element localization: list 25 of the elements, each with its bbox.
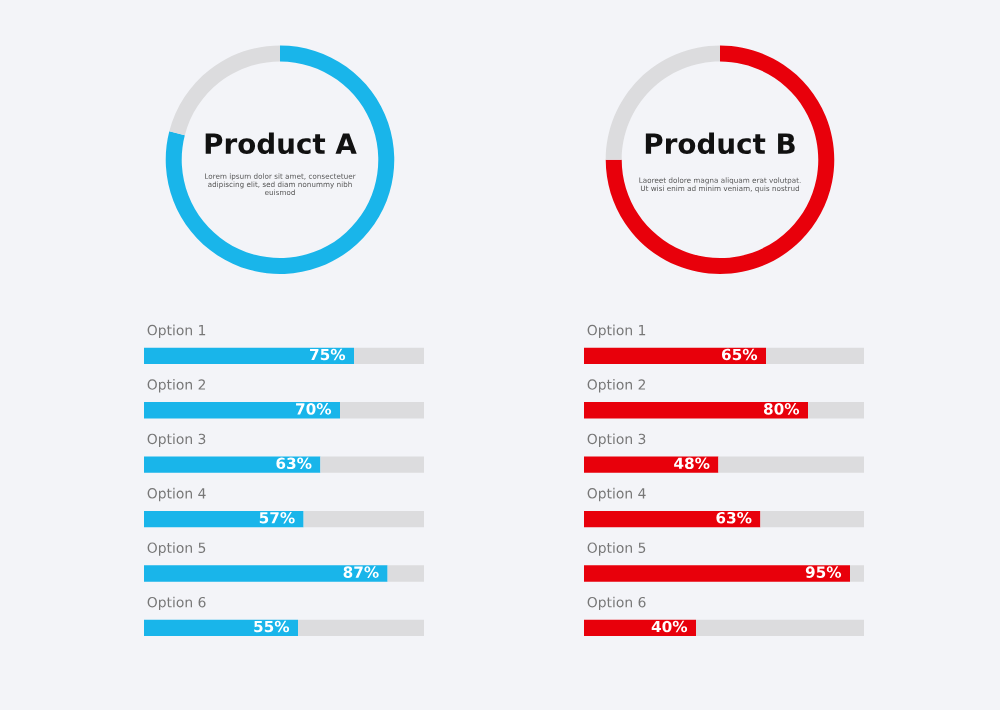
bar <box>144 565 388 582</box>
bar <box>354 347 424 364</box>
bar <box>766 347 864 364</box>
text: Product B <box>645 132 795 155</box>
bar <box>144 402 340 419</box>
bar <box>303 510 424 528</box>
bar <box>808 402 864 419</box>
bar <box>387 565 424 582</box>
bar <box>584 510 761 528</box>
bar <box>584 565 850 582</box>
bar <box>144 456 321 473</box>
bar <box>144 347 354 364</box>
bar <box>144 510 304 528</box>
bar <box>584 402 808 419</box>
bar <box>718 456 864 473</box>
bar <box>584 347 766 364</box>
text: Product A <box>205 132 357 155</box>
bar <box>144 619 298 637</box>
bar <box>584 456 719 473</box>
bar <box>850 565 864 582</box>
bar <box>696 619 864 637</box>
bar <box>320 456 424 473</box>
bar <box>340 402 424 419</box>
bar <box>298 619 424 637</box>
bar <box>760 510 864 528</box>
